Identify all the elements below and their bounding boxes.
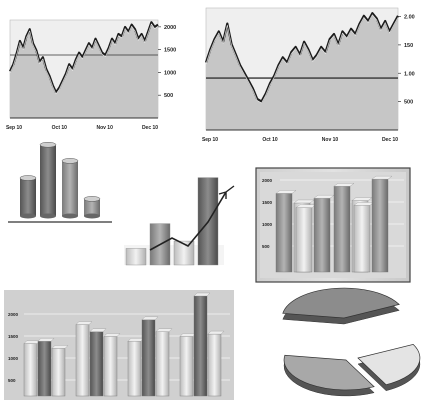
chart2-bar-cap	[19, 175, 37, 181]
chart4-y-tick-label: 1500	[262, 200, 273, 205]
chart5-bar-top	[207, 330, 225, 335]
chart3-bar	[173, 240, 195, 266]
chart5-bar-top	[89, 328, 107, 332]
chart0-line	[9, 21, 159, 94]
chart0-area	[10, 22, 158, 118]
chart2-bar-cap	[83, 196, 101, 202]
chart6-slice	[282, 287, 400, 319]
chart1-x-tick-label: Dec 10	[382, 137, 398, 143]
chart2-bar-base	[62, 213, 78, 219]
chart2-bar	[62, 160, 78, 216]
chart0-y-tick-label: 2000	[164, 25, 176, 31]
chart4-bar	[353, 205, 371, 273]
chart4-bar	[333, 186, 351, 273]
chart6-slice	[283, 354, 375, 391]
chart6-slice	[357, 344, 421, 386]
chart5-bar-top	[155, 328, 173, 332]
chart4-bar	[275, 193, 293, 273]
chart4-y-tick-label: 2000	[262, 178, 273, 183]
chart0-line-highlight	[9, 23, 159, 95]
chart5-bar-top	[141, 316, 159, 320]
chart0-y-tick-label: 1500	[164, 48, 176, 54]
chart2-bar-cap	[39, 142, 57, 148]
chart5-y-tick-label: 1000	[8, 356, 19, 361]
chart5-bar-top	[193, 292, 211, 297]
chart1-y-tick-label: 1.00	[404, 71, 415, 77]
chart5-bar-top	[127, 338, 145, 342]
chart4-bar	[295, 207, 313, 273]
chart4-bar	[371, 178, 389, 273]
chart5-bar-top	[37, 338, 55, 342]
chart5-bar-top	[51, 345, 69, 349]
chart1-y-tick-label: 150	[404, 43, 413, 49]
chart2-bar	[40, 144, 56, 216]
chart5-y-tick-label: 2000	[8, 312, 19, 317]
chart4-bar-top	[371, 175, 393, 180]
chart5-bar	[75, 324, 90, 397]
chart5-bar	[37, 341, 52, 397]
chart1-x-tick-label: Oct 10	[262, 137, 278, 143]
arrow-icon	[218, 185, 235, 199]
chart5-bar-top	[103, 333, 121, 337]
chart5-bar-top	[23, 340, 41, 344]
chart0-y-tick-label: 500	[164, 93, 173, 99]
chart4-bar-top	[275, 190, 297, 194]
chart1-x-tick-label: Sep 10	[202, 137, 218, 143]
chart4-bar-top	[333, 183, 355, 187]
chart0-x-tick-label: Dec 10	[142, 125, 158, 131]
chart5-bar	[23, 343, 38, 397]
chart3-trend-arrow	[149, 191, 227, 251]
chart1-y-tick-label: 500	[404, 100, 413, 106]
chart5-bar	[193, 295, 208, 397]
chart0-x-tick-label: Nov 10	[96, 125, 113, 131]
chart1-line	[204, 12, 399, 103]
chart4-y-tick-label: 1000	[262, 222, 273, 227]
chart5-bar-top	[179, 333, 197, 337]
chart0-y-tick-label: 1000	[164, 70, 176, 76]
chart3-bar	[125, 248, 147, 266]
chart1-line-highlight	[205, 14, 399, 104]
chart2-bar-base	[84, 213, 100, 219]
chart4-y-tick-label: 500	[262, 244, 270, 249]
chart5-y-tick-label: 500	[8, 378, 16, 383]
chart5-bar	[207, 333, 222, 397]
chart1-y-tick-label: 2.00	[404, 15, 415, 21]
chart5-bar	[179, 336, 194, 397]
chart0-x-tick-label: Oct 10	[52, 125, 68, 131]
chart5-bar	[155, 331, 170, 397]
chart5-bar	[103, 336, 118, 397]
chart2-bar-base	[20, 213, 36, 219]
chart4-bar	[313, 197, 331, 273]
chart2-bar-base	[40, 213, 56, 219]
chart5-y-tick-label: 1500	[8, 334, 19, 339]
chart5-bar	[141, 319, 156, 397]
chart2-bar-cap	[61, 158, 79, 164]
chart5-bar-top	[75, 321, 93, 325]
chart5-bar	[51, 348, 66, 397]
chart2-bar	[84, 198, 100, 216]
chart1-x-tick-label: Nov 10	[322, 137, 339, 143]
chart0-x-tick-label: Sep 10	[6, 125, 22, 131]
chart5-bar	[127, 341, 142, 397]
chart2-bar	[20, 178, 36, 216]
chart5-bar	[89, 331, 104, 397]
chart1-area	[206, 13, 398, 131]
